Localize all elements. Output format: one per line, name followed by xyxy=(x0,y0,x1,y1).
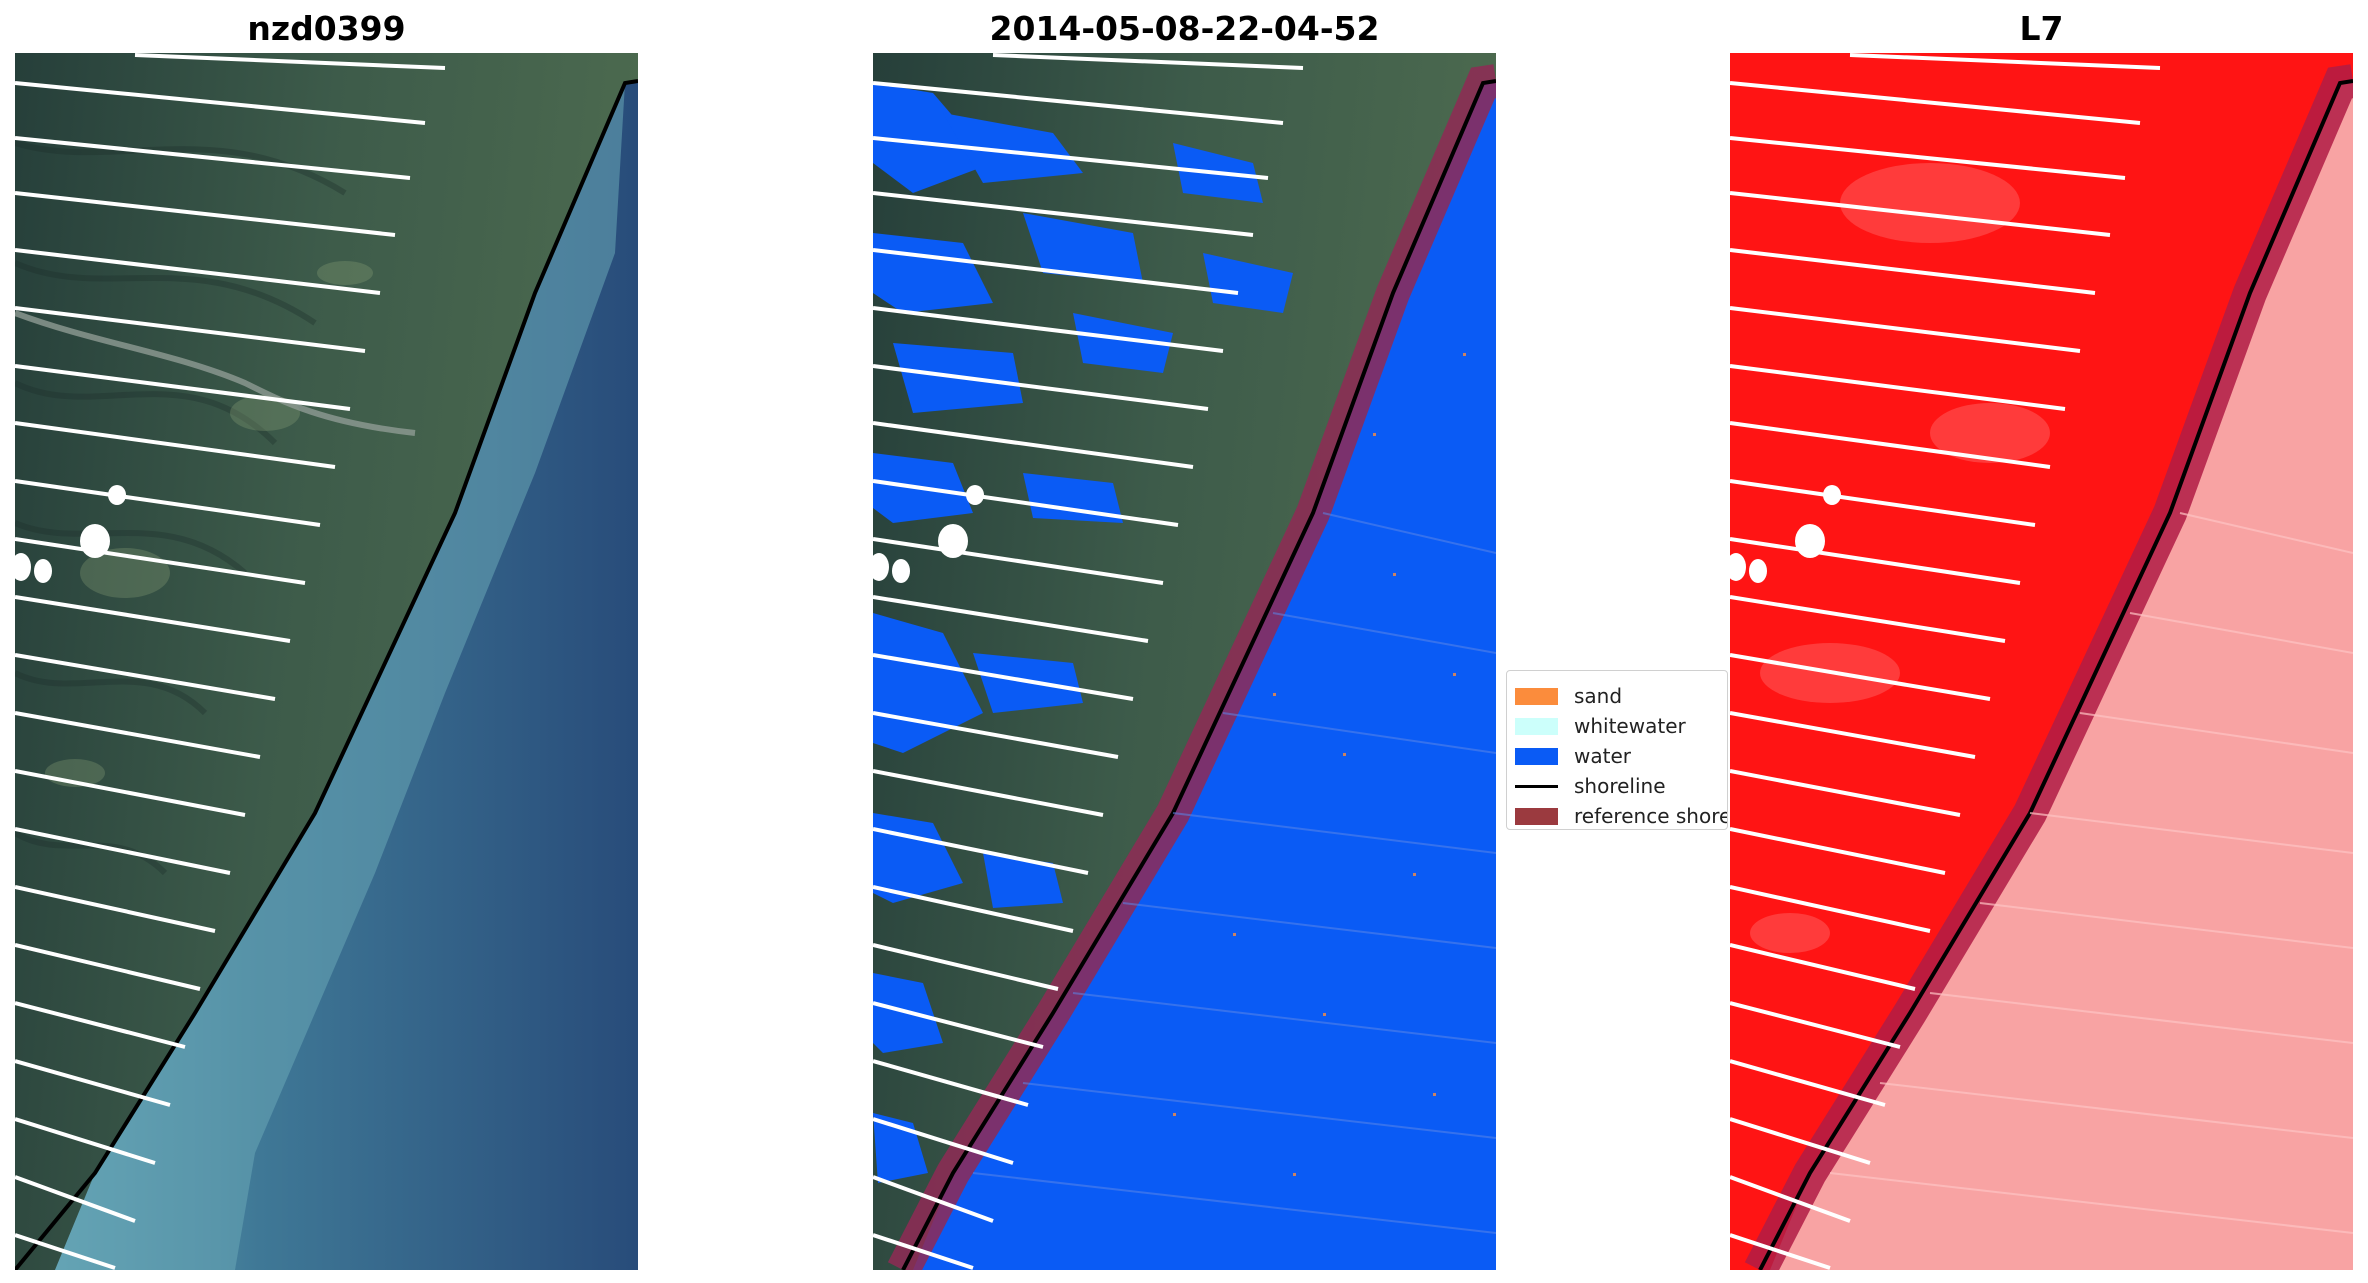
legend-label: shoreline xyxy=(1574,774,1666,798)
legend: sand whitewater water shoreline referenc… xyxy=(1506,670,1728,830)
panel-title-mask: L7 xyxy=(2019,9,2064,48)
legend-swatch-sand xyxy=(1515,687,1558,705)
legend-swatch-reference-shoreline xyxy=(1515,807,1558,825)
legend-item-shoreline: shoreline xyxy=(1515,771,1727,801)
mask-image-panel xyxy=(1730,53,2353,1270)
legend-item-water: water xyxy=(1515,741,1727,771)
rgb-image-panel xyxy=(15,53,638,1270)
classified-image-panel xyxy=(873,53,1496,1270)
panel-title-rgb: nzd0399 xyxy=(247,9,406,48)
legend-swatch-whitewater xyxy=(1515,717,1558,735)
legend-label: reference shoreline buffer xyxy=(1574,804,1727,828)
legend-item-sand: sand xyxy=(1515,681,1727,711)
legend-swatch-shoreline xyxy=(1515,784,1558,788)
legend-label: whitewater xyxy=(1574,714,1686,738)
legend-label: sand xyxy=(1574,684,1623,708)
panel-title-classified: 2014-05-08-22-04-52 xyxy=(989,9,1380,48)
legend-item-reference-shoreline: reference shoreline buffer xyxy=(1515,801,1727,829)
legend-item-whitewater: whitewater xyxy=(1515,711,1727,741)
legend-swatch-water xyxy=(1515,747,1558,765)
legend-label: water xyxy=(1574,744,1631,768)
